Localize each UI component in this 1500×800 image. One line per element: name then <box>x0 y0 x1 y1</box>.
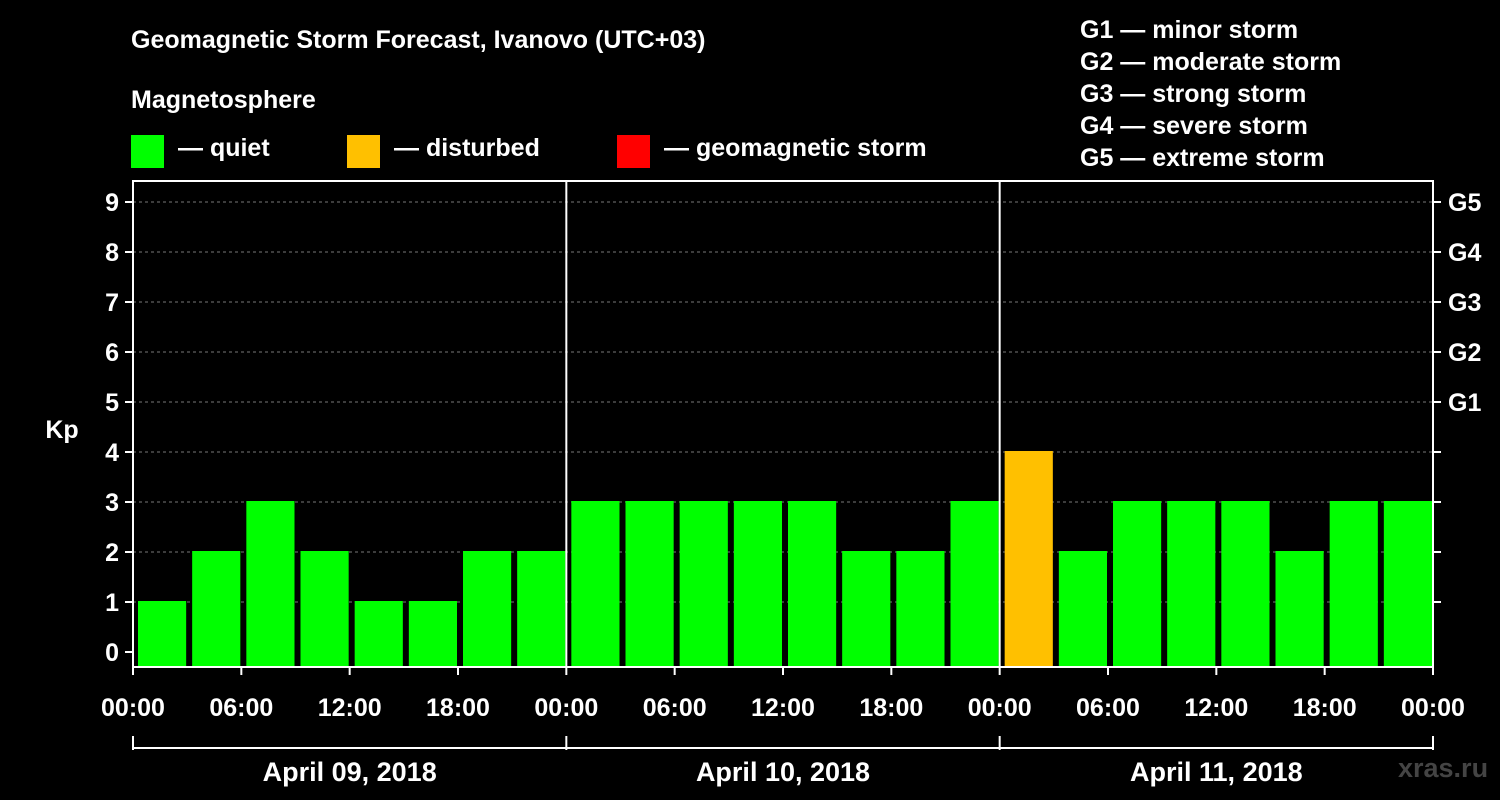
scale-g1: G1 — minor storm <box>1080 16 1299 44</box>
y-tick-label: 2 <box>105 539 119 567</box>
kp-bar <box>950 501 999 667</box>
legend-label-storm: — geomagnetic storm <box>664 134 927 162</box>
date-label: April 09, 2018 <box>263 757 437 787</box>
kp-bar <box>408 601 457 667</box>
g-scale-label: G4 <box>1448 239 1481 267</box>
x-tick-label: 18:00 <box>859 694 923 722</box>
kp-bar <box>679 501 728 667</box>
kp-bar <box>354 601 403 667</box>
kp-bar <box>1221 501 1270 667</box>
kp-bar <box>1058 551 1107 667</box>
kp-bar <box>517 551 566 667</box>
g-scale-label: G2 <box>1448 339 1481 367</box>
chart-title: Geomagnetic Storm Forecast, Ivanovo (UTC… <box>131 26 706 54</box>
x-tick-label: 00:00 <box>101 694 165 722</box>
x-tick-label: 06:00 <box>1076 694 1140 722</box>
x-tick-label: 00:00 <box>534 694 598 722</box>
x-tick-label: 12:00 <box>1184 694 1248 722</box>
kp-bar <box>463 551 512 667</box>
kp-bar <box>842 551 891 667</box>
y-tick-label: 5 <box>105 389 119 417</box>
kp-bar <box>246 501 295 667</box>
g-scale-label: G1 <box>1448 389 1481 417</box>
y-axis-label: Kp <box>45 416 78 444</box>
y-tick-label: 0 <box>105 639 119 667</box>
kp-bar <box>138 601 187 667</box>
kp-bar <box>1275 551 1324 667</box>
g-scale-label: G5 <box>1448 189 1481 217</box>
y-tick-label: 6 <box>105 339 119 367</box>
legend-label-disturbed: — disturbed <box>394 134 540 162</box>
kp-bar <box>1004 451 1053 667</box>
x-tick-label: 18:00 <box>426 694 490 722</box>
x-tick-label: 12:00 <box>318 694 382 722</box>
kp-bar <box>1167 501 1216 667</box>
y-tick-label: 7 <box>105 289 119 317</box>
legend-label-quiet: — quiet <box>178 134 270 162</box>
x-tick-label: 00:00 <box>968 694 1032 722</box>
kp-bar <box>192 551 241 667</box>
kp-bar <box>1383 501 1432 667</box>
kp-bar <box>1329 501 1378 667</box>
y-tick-label: 4 <box>105 439 119 467</box>
x-tick-label: 12:00 <box>751 694 815 722</box>
kp-bar <box>896 551 945 667</box>
x-tick-label: 00:00 <box>1401 694 1465 722</box>
date-label: April 11, 2018 <box>1130 757 1303 787</box>
scale-g3: G3 — strong storm <box>1080 80 1307 108</box>
y-tick-label: 8 <box>105 239 119 267</box>
storm-scale-legend: G1 — minor storm G2 — moderate storm G3 … <box>1080 14 1341 174</box>
legend-title: Magnetosphere <box>131 86 316 114</box>
x-tick-label: 18:00 <box>1293 694 1357 722</box>
legend-swatch-disturbed <box>347 135 380 168</box>
kp-bar <box>300 551 349 667</box>
x-tick-label: 06:00 <box>643 694 707 722</box>
kp-bar <box>625 501 674 667</box>
scale-g5: G5 — extreme storm <box>1080 144 1325 172</box>
kp-bar <box>571 501 620 667</box>
y-tick-label: 1 <box>105 589 119 617</box>
legend-swatch-quiet <box>131 135 164 168</box>
legend-swatch-storm <box>617 135 650 168</box>
y-tick-label: 3 <box>105 489 119 517</box>
date-label: April 10, 2018 <box>696 757 870 787</box>
g-scale-label: G3 <box>1448 289 1481 317</box>
x-tick-label: 06:00 <box>209 694 273 722</box>
kp-bar <box>788 501 837 667</box>
kp-bar <box>733 501 782 667</box>
watermark: xras.ru <box>1398 753 1489 783</box>
y-tick-label: 9 <box>105 189 119 217</box>
kp-bar <box>1113 501 1162 667</box>
scale-g2: G2 — moderate storm <box>1080 48 1342 76</box>
scale-g4: G4 — severe storm <box>1080 112 1308 140</box>
